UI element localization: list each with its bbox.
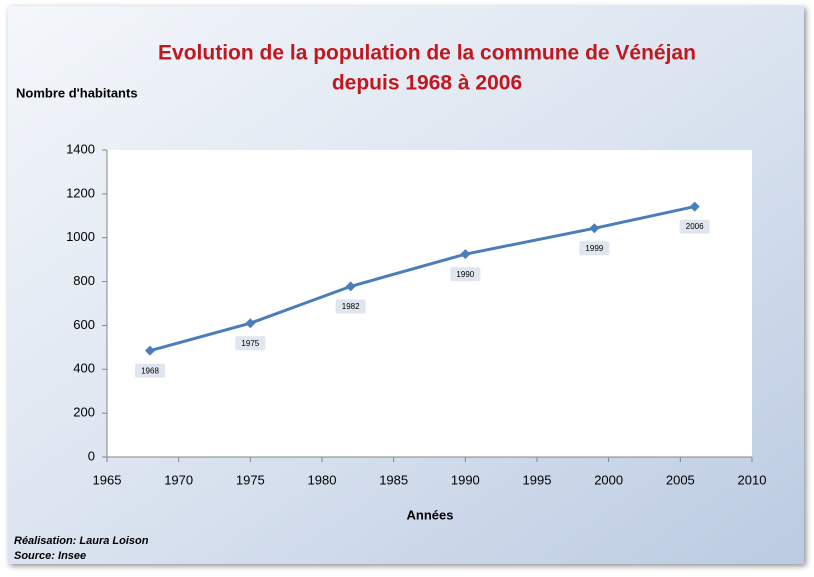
data-label-box [335,299,366,314]
x-tick-label: 1995 [523,472,552,487]
marker [689,201,700,212]
data-label-box [579,241,610,256]
data-label: 1975 [241,339,259,348]
x-tick-label: 2010 [738,472,767,487]
y-tick-label: 1400 [66,141,95,156]
marker [460,249,471,260]
y-tick-label: 400 [73,361,95,376]
x-tick-label: 1975 [236,472,265,487]
data-label: 1990 [456,270,474,279]
credit: Réalisation: Laura Loison [14,535,149,547]
chart-title: Evolution de la population de la commune… [158,42,696,65]
marker [245,318,256,329]
marker [145,345,155,356]
y-tick-label: 0 [88,448,95,463]
y-tick-label: 200 [73,405,95,420]
data-label: 1968 [141,366,159,375]
data-label-box [235,336,266,351]
line [149,205,695,353]
credit: Source: Insee [14,550,86,562]
x-tick-label: 1990 [451,472,480,487]
x-tick-label: 2000 [594,472,623,487]
y-tick-label: 1000 [66,229,95,244]
x-axis-label: Années [407,507,454,522]
y-axis-label: Nombre d'habitants [16,85,138,100]
data-label: 1982 [342,302,360,311]
marker [589,223,600,234]
y-tick-label: 600 [73,317,95,332]
data-label-box [135,363,165,378]
y-tick-label: 800 [73,273,95,288]
data-label-box [450,267,481,282]
x-tick-label: 1985 [379,472,408,487]
y-tick-label: 1200 [66,185,95,200]
data-label: 1999 [585,244,603,253]
data-label-box [679,219,710,234]
x-tick-label: 1970 [164,472,193,487]
x-tick-label: 1980 [308,472,337,487]
x-tick-label: 2005 [666,472,695,487]
chart-title: depuis 1968 à 2006 [332,72,522,95]
x-tick-label: 1965 [93,472,122,487]
data-label: 2006 [686,222,704,231]
plot-area [107,150,752,457]
marker [345,281,356,292]
